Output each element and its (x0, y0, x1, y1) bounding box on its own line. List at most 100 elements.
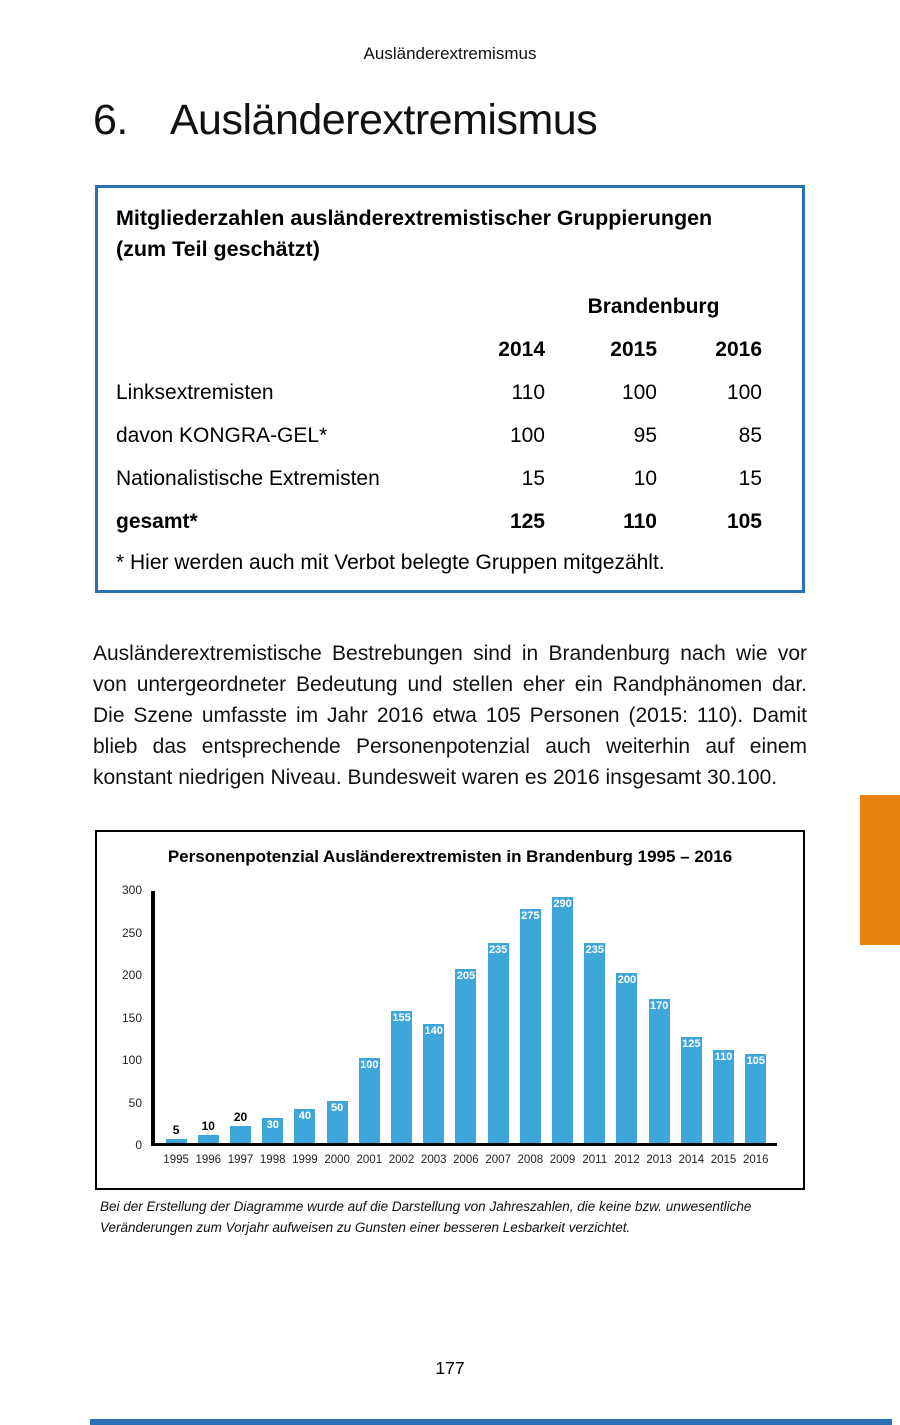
bar-slot-2009: 290 2009 (546, 891, 578, 1166)
bar-value-label: 290 (553, 897, 572, 910)
x-tick-label: 2011 (582, 1154, 608, 1166)
running-header: Ausländerextremismus (363, 44, 537, 63)
bar-slot-2014: 125 2014 (675, 891, 707, 1166)
y-tick-label: 150 (121, 1010, 142, 1025)
bar-value-label: 140 (424, 1025, 443, 1037)
bar-2015: 110 (713, 1049, 735, 1143)
y-tick-label: 300 (121, 883, 142, 897)
bar-2008: 275 (519, 909, 541, 1143)
bar-value-label: 10 (201, 1118, 215, 1133)
bar-1999: 40 (294, 1109, 316, 1143)
row-label: davon KONGRA-GEL* (116, 423, 328, 447)
row-value: 85 (738, 423, 762, 447)
x-tick-label: 2006 (453, 1154, 479, 1166)
bar-2001: 100 (358, 1058, 380, 1143)
bar-2012: 200 (616, 973, 638, 1143)
bar-1997 (230, 1126, 251, 1143)
y-tick-label: 50 (128, 1095, 142, 1110)
x-tick-label: 2001 (356, 1154, 383, 1166)
bar-slot-2016: 105 2016 (740, 891, 772, 1166)
bar-slot-2002: 155 2002 (385, 891, 417, 1166)
table-footnote: * Hier werden auch mit Verbot belegte Gr… (116, 551, 665, 574)
table-title-line2: (zum Teil geschätzt) (116, 237, 320, 261)
chart-title: Personenpotenzial Ausländerextremisten i… (167, 847, 733, 866)
bar-value-label: 100 (360, 1059, 379, 1071)
page-number: 177 (435, 1358, 465, 1378)
bar-plot: 5 1995 10 1996 20 1997 30 1998 40 1999 50 2000 100 20… (151, 891, 777, 1167)
footer-accent-bar (90, 1419, 892, 1425)
row-label: Linksextremisten (116, 380, 274, 404)
bar-slot-1997: 20 1997 (224, 891, 256, 1166)
bar-slot-1998: 30 1998 (257, 891, 289, 1166)
row-value: 100 (509, 423, 545, 447)
bar-2009: 290 (552, 896, 574, 1143)
y-tick-label: 100 (121, 1053, 142, 1067)
y-tick-label: 0 (135, 1138, 142, 1152)
x-tick-label: 2016 (742, 1154, 769, 1166)
bar-value-label: 105 (746, 1054, 765, 1067)
row-value-total: 105 (726, 509, 762, 533)
bar-1996 (197, 1134, 219, 1143)
row-value: 15 (738, 466, 762, 490)
bar-slot-1995: 5 1995 (160, 891, 192, 1166)
bar-slot-1999: 40 1999 (289, 891, 321, 1166)
bar-value-label: 40 (298, 1110, 312, 1122)
y-tick-label: 200 (121, 968, 142, 982)
bar-2003: 140 (423, 1024, 445, 1143)
bar-value-label: 170 (649, 999, 669, 1012)
row-value-total: 125 (509, 509, 545, 533)
bar-slot-2006: 205 2006 (450, 891, 482, 1166)
bar-2016: 105 (745, 1053, 767, 1143)
page-title: 6. Ausländerextremismus (93, 96, 598, 145)
x-tick-label: 2000 (324, 1154, 350, 1166)
x-tick-label: 1999 (292, 1154, 318, 1166)
x-tick-label: 1997 (227, 1154, 254, 1166)
bar-1995 (165, 1138, 187, 1143)
bar-slot-2001: 100 2001 (353, 891, 385, 1166)
x-tick-label: 1998 (259, 1154, 286, 1166)
bar-slot-2007: 235 2007 (482, 891, 514, 1166)
bar-slot-2012: 200 2012 (611, 891, 643, 1166)
bar-value-label: 30 (266, 1118, 279, 1131)
bar-value-label: 50 (330, 1101, 344, 1114)
x-tick-label: 2014 (678, 1154, 705, 1166)
bar-chart: 300 250 200 150 100 50 0 5 1995 10 1996 20 1997 30 19… (115, 883, 777, 1167)
y-tick-label: 250 (121, 925, 142, 940)
x-tick-label: 1995 (163, 1154, 189, 1166)
x-tick-label: 2009 (549, 1154, 576, 1166)
row-label: Nationalistische Extremisten (116, 466, 380, 490)
bar-slot-1996: 10 1996 (192, 891, 224, 1167)
year-header-2014: 2014 (498, 337, 545, 361)
table-title-line1: Mitgliederzahlen ausländerextremistische… (116, 206, 713, 230)
year-header-2016: 2016 (715, 337, 762, 361)
bar-slot-2000: 50 2000 (321, 891, 353, 1166)
row-value: 95 (633, 423, 657, 447)
row-value: 10 (633, 466, 657, 490)
body-paragraph: Ausländerextremistische Bestrebungen sin… (93, 642, 807, 789)
bar-value-label: 155 (392, 1012, 411, 1025)
bar-slot-2008: 275 2008 (514, 891, 546, 1166)
bar-value-label: 5 (172, 1122, 180, 1137)
bar-1998: 30 (262, 1117, 284, 1143)
chart-footnote: Bei der Erstellung der Diagramme wurde a… (100, 1199, 752, 1235)
bar-slot-2003: 140 2003 (418, 891, 450, 1166)
x-tick-label: 2013 (646, 1154, 672, 1166)
membership-table: Brandenburg 2014 2015 2016 Linksextremis… (116, 285, 784, 543)
membership-table-box: Mitgliederzahlen ausländerextremistische… (95, 185, 805, 593)
row-value: 15 (521, 466, 545, 490)
bar-value-label: 200 (617, 974, 637, 986)
year-header-2015: 2015 (610, 337, 657, 361)
table-spacer (116, 328, 430, 371)
row-value: 110 (511, 380, 545, 404)
bar-slot-2015: 110 2015 (707, 891, 739, 1166)
row-value: 100 (621, 380, 657, 404)
bar-value-label: 235 (488, 944, 508, 957)
bar-2014: 125 (680, 1036, 702, 1143)
bar-2000: 50 (326, 1100, 348, 1143)
x-tick-label: 1996 (195, 1154, 222, 1166)
section-edge-tab (860, 795, 900, 945)
section-number: 6. (93, 96, 128, 144)
bar-value-label: 205 (456, 969, 476, 982)
bar-slot-2013: 170 2013 (643, 891, 675, 1166)
bar-value-label: 125 (682, 1037, 701, 1050)
